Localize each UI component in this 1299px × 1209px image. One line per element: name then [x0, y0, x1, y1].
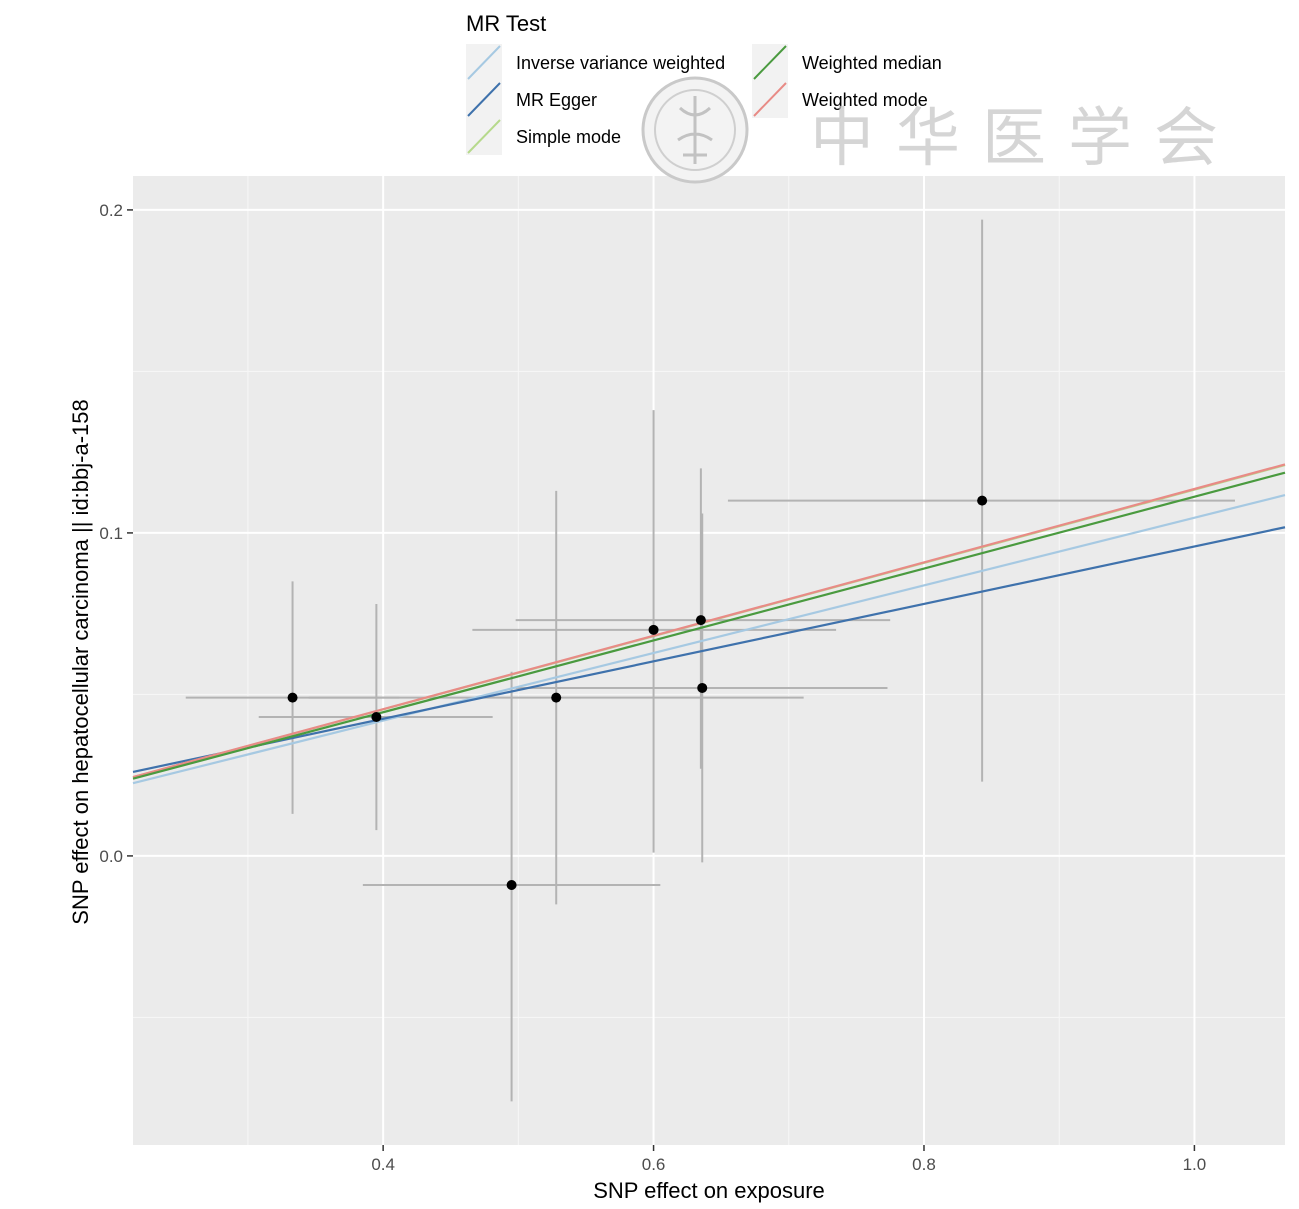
y-axis-title: SNP effect on hepatocellular carcinoma |… [68, 399, 93, 924]
x-tick-label: 0.6 [642, 1155, 666, 1174]
data-point [371, 712, 382, 723]
watermark: 中华医学会 [641, 76, 1240, 184]
x-tick-label: 0.4 [371, 1155, 395, 1174]
legend-label: Simple mode [516, 127, 621, 147]
x-tick-label: 0.8 [912, 1155, 936, 1174]
data-point [977, 495, 988, 506]
legend-label: Weighted mode [802, 90, 928, 110]
fit-line-weighted-mode [132, 463, 1286, 779]
fit-line-weighted-median [132, 471, 1286, 780]
legend-key-line [467, 119, 501, 154]
x-tick-label: 1.0 [1183, 1155, 1207, 1174]
regression-lines [132, 463, 1286, 785]
data-point [697, 682, 708, 693]
legend-label: MR Egger [516, 90, 597, 110]
legend-label: Weighted median [802, 53, 942, 73]
legend-label: Inverse variance weighted [516, 53, 725, 73]
minor-gridlines [133, 176, 1285, 1145]
data-points [287, 495, 988, 890]
data-point [506, 879, 517, 890]
data-point [287, 692, 298, 703]
legend-key-line [753, 82, 787, 117]
legend-title: MR Test [466, 11, 546, 36]
data-point [648, 624, 659, 635]
x-axis-title: SNP effect on exposure [593, 1178, 825, 1203]
legend-key-line [753, 45, 787, 80]
watermark-text: 中华医学会 [810, 102, 1240, 176]
fit-line-mr-egger [132, 526, 1286, 773]
legend-key-line [467, 45, 501, 80]
fit-line-inverse-variance-weighted [132, 494, 1286, 785]
y-tick-label: 0.1 [99, 524, 123, 543]
data-point [695, 615, 706, 626]
y-tick-label: 0.0 [99, 847, 123, 866]
y-axis-ticks: 0.0 0.1 0.2 [99, 201, 133, 866]
x-axis-ticks: 0.4 0.6 0.8 1.0 [371, 1145, 1206, 1174]
legend: MR Test Inverse variance weighted MR Egge… [466, 11, 942, 155]
data-point [551, 692, 562, 703]
y-tick-label: 0.2 [99, 201, 123, 220]
legend-key-line [467, 82, 501, 117]
plot-panel [133, 176, 1285, 1145]
society-seal-icon [641, 76, 749, 184]
